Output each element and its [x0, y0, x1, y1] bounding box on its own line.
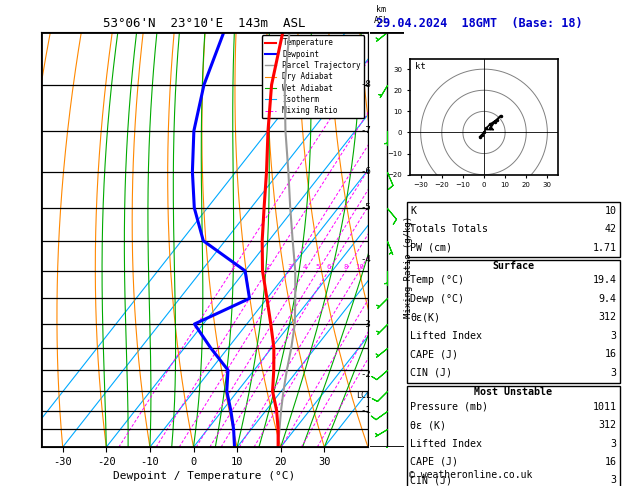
Text: 3: 3: [610, 368, 616, 378]
Text: 900: 900: [23, 406, 40, 415]
Text: 9.4: 9.4: [598, 294, 616, 304]
Text: -7: -7: [360, 126, 371, 136]
Text: CIN (J): CIN (J): [410, 368, 452, 378]
Text: Lifted Index: Lifted Index: [410, 438, 482, 449]
Text: kt: kt: [415, 62, 425, 71]
Text: K: K: [410, 206, 416, 216]
Text: 3: 3: [610, 438, 616, 449]
Text: 850: 850: [23, 386, 40, 396]
Text: 300: 300: [23, 27, 40, 36]
Text: 350: 350: [23, 80, 40, 89]
Text: 19.4: 19.4: [593, 276, 616, 285]
Text: 2: 2: [265, 264, 270, 270]
Text: 950: 950: [23, 425, 40, 434]
Text: 10: 10: [604, 206, 616, 216]
Text: 1: 1: [230, 264, 235, 270]
Text: -6: -6: [360, 167, 371, 176]
Text: LCL: LCL: [356, 391, 371, 400]
Text: 6: 6: [326, 264, 331, 270]
Text: 650: 650: [23, 294, 40, 303]
Text: 3: 3: [610, 331, 616, 341]
Text: 550: 550: [23, 236, 40, 245]
Text: -2: -2: [360, 370, 371, 379]
Text: 700: 700: [23, 319, 40, 329]
Text: 4: 4: [303, 264, 308, 270]
Text: Surface: Surface: [493, 261, 534, 271]
Text: 29.04.2024  18GMT  (Base: 18): 29.04.2024 18GMT (Base: 18): [376, 17, 582, 30]
Text: -4: -4: [360, 255, 371, 263]
Text: 750: 750: [23, 343, 40, 352]
Text: Dewp (°C): Dewp (°C): [410, 294, 464, 304]
Text: 10: 10: [355, 264, 364, 270]
Text: 16: 16: [604, 457, 616, 467]
Text: 3: 3: [287, 264, 291, 270]
Text: PW (cm): PW (cm): [410, 243, 452, 253]
Text: Pressure (mb): Pressure (mb): [410, 401, 488, 412]
Text: 312: 312: [598, 312, 616, 322]
Text: 1011: 1011: [593, 401, 616, 412]
Text: -8: -8: [360, 80, 371, 89]
Text: Totals Totals: Totals Totals: [410, 225, 488, 234]
Text: 312: 312: [598, 420, 616, 430]
Text: 400: 400: [23, 126, 40, 136]
Text: 8: 8: [344, 264, 348, 270]
Text: 3: 3: [610, 475, 616, 486]
Text: Mixing Ratio (g/kg): Mixing Ratio (g/kg): [404, 216, 413, 318]
Text: 1.71: 1.71: [593, 243, 616, 253]
Text: © weatheronline.co.uk: © weatheronline.co.uk: [409, 470, 532, 480]
Text: Lifted Index: Lifted Index: [410, 331, 482, 341]
Text: Most Unstable: Most Unstable: [474, 387, 552, 397]
Text: CIN (J): CIN (J): [410, 475, 452, 486]
Text: 450: 450: [23, 167, 40, 176]
Text: 600: 600: [23, 266, 40, 275]
Text: -5: -5: [360, 204, 371, 212]
Text: 500: 500: [23, 204, 40, 212]
Text: 800: 800: [23, 365, 40, 375]
Text: 42: 42: [604, 225, 616, 234]
Text: CAPE (J): CAPE (J): [410, 457, 458, 467]
Legend: Temperature, Dewpoint, Parcel Trajectory, Dry Adiabat, Wet Adiabat, Isotherm, Mi: Temperature, Dewpoint, Parcel Trajectory…: [262, 35, 364, 118]
Text: θε(K): θε(K): [410, 312, 440, 322]
Text: -1: -1: [360, 406, 371, 415]
X-axis label: Dewpoint / Temperature (°C): Dewpoint / Temperature (°C): [113, 471, 296, 481]
Text: CAPE (J): CAPE (J): [410, 349, 458, 359]
Text: Temp (°C): Temp (°C): [410, 276, 464, 285]
Text: 16: 16: [604, 349, 616, 359]
Text: hPa: hPa: [1, 234, 19, 244]
Text: km
ASL: km ASL: [374, 5, 389, 25]
Text: -3: -3: [360, 319, 371, 329]
Text: θε (K): θε (K): [410, 420, 446, 430]
Text: 1000: 1000: [18, 443, 40, 451]
Title: 53°06'N  23°10'E  143m  ASL: 53°06'N 23°10'E 143m ASL: [103, 17, 306, 31]
Text: 5: 5: [316, 264, 320, 270]
